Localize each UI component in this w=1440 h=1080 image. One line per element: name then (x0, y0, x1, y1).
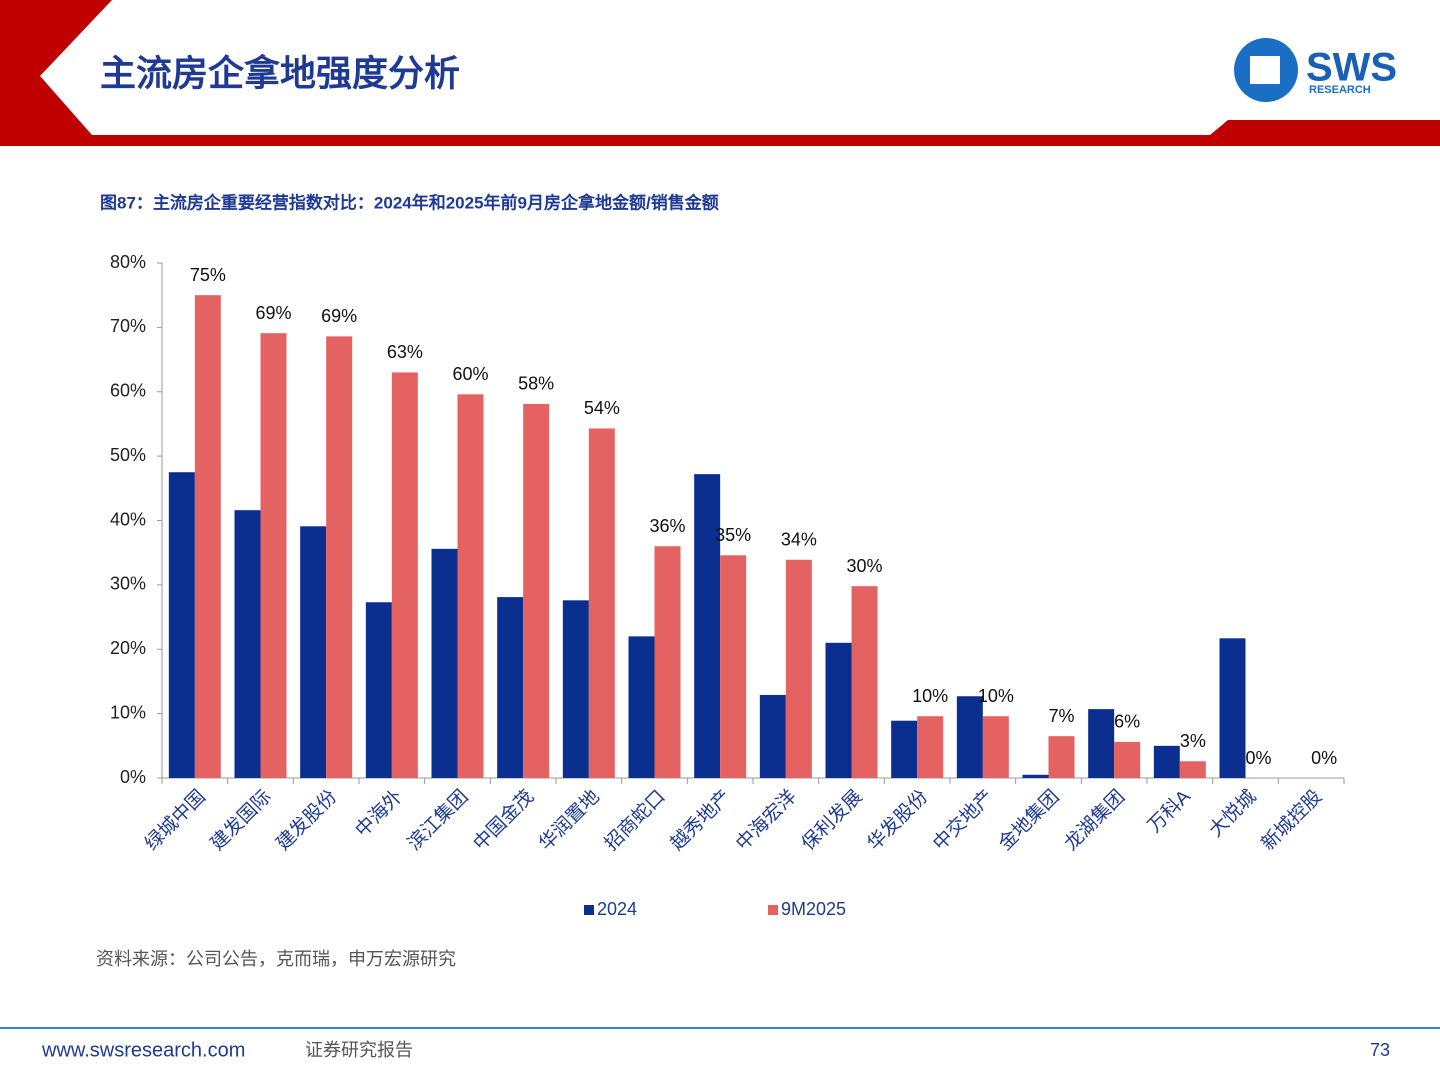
bar (588, 428, 615, 778)
bar (457, 394, 484, 778)
bar (391, 372, 418, 778)
data-label: 6% (1114, 712, 1140, 732)
bar (1153, 745, 1180, 778)
bar (1179, 761, 1206, 778)
bar (1088, 709, 1115, 778)
logo-subtext: RESEARCH (1309, 84, 1371, 96)
bar (1219, 638, 1246, 778)
data-label: 35% (715, 525, 751, 545)
bar (1048, 736, 1075, 778)
data-label: 58% (518, 374, 554, 394)
x-tick-label: 大悦城 (1205, 786, 1261, 842)
x-tick-label: 万科A (1144, 785, 1196, 837)
x-tick-label: 中海外 (351, 786, 407, 842)
data-label: 0% (1245, 748, 1271, 768)
legend-swatch (768, 905, 778, 915)
data-label: 7% (1048, 706, 1074, 726)
data-label: 69% (255, 303, 291, 323)
bar (194, 295, 221, 778)
bar (917, 716, 944, 778)
bar (497, 597, 524, 778)
bar (1114, 741, 1141, 778)
bar (365, 602, 392, 778)
y-tick-label: 70% (110, 316, 146, 336)
bar (628, 636, 655, 778)
legend-swatch (584, 905, 594, 915)
x-tick-label: 越秀地产 (666, 786, 735, 855)
data-label: 0% (1311, 748, 1337, 768)
x-tick-label: 保利发展 (797, 786, 866, 855)
y-tick-label: 0% (120, 767, 146, 787)
plot: 0% 10% 20% 30% 40% 50% 60% 70% 80% 绿城中国 75% 建发国际 69%… (110, 252, 1345, 919)
x-tick-label: 华发股份 (863, 786, 932, 855)
source-note: 资料来源：公司公告，克而瑞，申万宏源研究 (96, 949, 456, 969)
data-label: 60% (452, 364, 488, 384)
x-tick-label: 金地集团 (994, 786, 1063, 855)
bar (891, 720, 918, 778)
y-tick-label: 40% (110, 509, 146, 529)
bar (326, 336, 353, 778)
footer-label: 证券研究报告 (305, 1040, 413, 1060)
data-label: 10% (978, 686, 1014, 706)
x-tick-label: 建发国际 (206, 786, 275, 855)
y-tick-label: 30% (110, 574, 146, 594)
x-tick-label: 中交地产 (929, 786, 998, 855)
bar (234, 510, 261, 778)
data-label: 3% (1180, 731, 1206, 751)
data-label: 54% (584, 398, 620, 418)
bar (851, 586, 878, 778)
x-tick-label: 中海宏洋 (732, 786, 801, 855)
logo-text: SWS (1306, 46, 1397, 90)
x-tick-label: 中国金茂 (469, 786, 538, 855)
x-tick-label: 滨江集团 (403, 786, 472, 855)
bar (168, 472, 195, 778)
logo-mark-inner (1250, 56, 1280, 84)
logo: SWS RESEARCH (1234, 38, 1397, 102)
data-label: 30% (846, 556, 882, 576)
bar (654, 546, 681, 778)
bar (785, 559, 812, 778)
header-edge (0, 20, 18, 130)
data-label: 10% (912, 686, 948, 706)
x-tick-label: 绿城中国 (141, 786, 210, 855)
bar (982, 716, 1009, 778)
page-title: 主流房企拿地强度分析 (100, 53, 460, 94)
legend-label: 9M2025 (781, 899, 846, 919)
y-tick-label: 80% (110, 252, 146, 272)
data-label: 69% (321, 306, 357, 326)
page-number: 73 (1370, 1040, 1390, 1060)
data-label: 34% (781, 530, 817, 550)
bar (562, 600, 589, 778)
data-label: 63% (387, 342, 423, 362)
chart-title: 图87：主流房企重要经营指数对比：2024年和2025年前9月房企拿地金额/销售… (100, 192, 719, 212)
data-label: 75% (190, 265, 226, 285)
bar (759, 694, 786, 778)
bar (694, 474, 721, 778)
y-tick-label: 10% (110, 702, 146, 722)
bar (720, 555, 747, 778)
y-tick-label: 60% (110, 381, 146, 401)
x-tick-label: 建发股份 (272, 786, 341, 855)
y-tick-label: 20% (110, 638, 146, 658)
bar (431, 548, 458, 778)
legend-label: 2024 (597, 899, 637, 919)
data-label: 36% (649, 516, 685, 536)
header-band (0, 0, 1440, 146)
bar (1022, 774, 1049, 778)
bar (956, 696, 983, 778)
y-tick-label: 50% (110, 445, 146, 465)
x-tick-label: 招商蛇口 (600, 786, 669, 855)
bar (260, 333, 287, 778)
x-tick-label: 新城控股 (1257, 786, 1326, 855)
x-tick-label: 华润置地 (535, 786, 604, 855)
bar (523, 403, 550, 778)
footer-url: www.swsresearch.com (41, 1039, 245, 1061)
x-tick-label: 龙湖集团 (1060, 786, 1129, 855)
bar (300, 526, 327, 778)
bar (825, 642, 852, 778)
